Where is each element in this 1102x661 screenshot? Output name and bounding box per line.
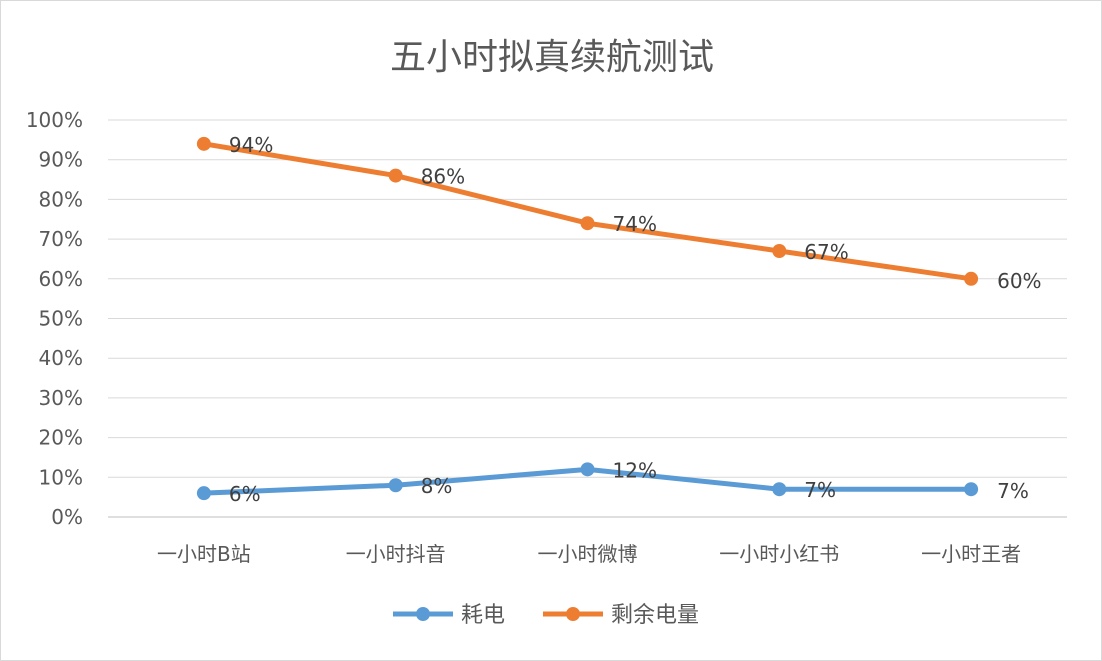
legend-item-1: 耗电 <box>393 603 505 628</box>
x-tick-label: 一小时抖音 <box>346 542 446 566</box>
series-line <box>201 141 974 282</box>
legend-label: 剩余电量 <box>611 603 699 628</box>
x-tick-label: 一小时小红书 <box>719 542 839 566</box>
data-label: 94% <box>229 133 273 157</box>
chart-title: 五小时拟真续航测试 <box>390 37 714 78</box>
legend-label: 耗电 <box>461 603 505 628</box>
data-point <box>580 216 595 231</box>
legend-item-2: 剩余电量 <box>543 603 699 628</box>
data-point <box>580 462 595 477</box>
y-axis-ticks: 0% 10% 20% 30% 40% 50% 60% 70% 80% 90% 100% <box>26 108 83 529</box>
y-tick-label: 50% <box>39 307 83 331</box>
series-group: 6% 8% 12% 7% 7% 94% 86% 74% 67% 60% <box>196 133 1042 506</box>
series-1: 6% 8% 12% 7% 7% <box>196 458 1029 506</box>
x-axis-ticks: 一小时B站 一小时抖音 一小时微博 一小时小红书 一小时王者 <box>157 542 1021 566</box>
y-tick-label: 0% <box>51 505 83 529</box>
data-point <box>964 271 979 286</box>
y-tick-label: 70% <box>39 227 83 251</box>
x-tick-label: 一小时微博 <box>538 542 638 566</box>
y-tick-label: 10% <box>39 465 83 489</box>
data-point <box>196 136 211 151</box>
gridlines <box>108 119 1067 518</box>
x-tick-label: 一小时B站 <box>157 542 251 566</box>
series-2: 94% 86% 74% 67% 60% <box>196 133 1042 293</box>
legend: 耗电 剩余电量 <box>393 603 699 628</box>
data-label: 7% <box>997 479 1029 503</box>
data-label: 6% <box>229 482 261 506</box>
data-label: 74% <box>613 212 657 236</box>
data-point <box>964 482 979 497</box>
y-tick-label: 20% <box>39 426 83 450</box>
data-point <box>196 486 211 501</box>
data-label: 67% <box>804 240 848 264</box>
y-tick-label: 30% <box>39 386 83 410</box>
data-point <box>772 482 787 497</box>
legend-marker <box>566 607 580 621</box>
y-tick-label: 40% <box>39 346 83 370</box>
data-point <box>772 244 787 259</box>
data-label: 12% <box>613 458 657 482</box>
data-point <box>388 478 403 493</box>
x-tick-label: 一小时王者 <box>921 542 1021 566</box>
legend-marker <box>416 607 430 621</box>
data-point <box>388 168 403 183</box>
data-label: 8% <box>421 474 453 498</box>
data-label: 86% <box>421 165 465 189</box>
y-tick-label: 100% <box>26 108 83 132</box>
y-tick-label: 60% <box>39 267 83 291</box>
y-tick-label: 90% <box>39 148 83 172</box>
y-tick-label: 80% <box>39 187 83 211</box>
data-label: 7% <box>804 478 836 502</box>
data-label: 60% <box>997 269 1041 293</box>
